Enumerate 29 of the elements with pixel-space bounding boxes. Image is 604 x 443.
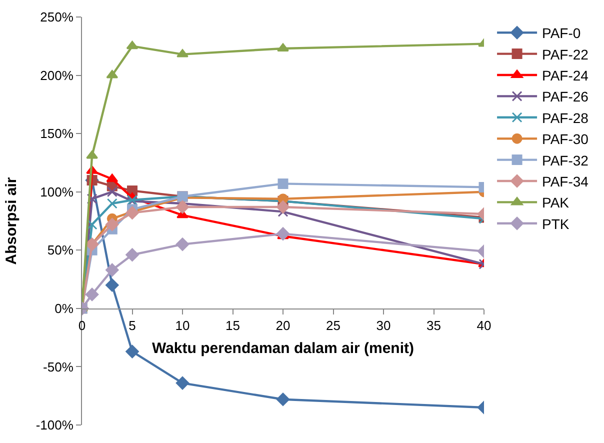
x-tick-label: 40 [476, 318, 492, 334]
y-tick-label: 50% [47, 242, 74, 258]
x-tick-label: 5 [128, 318, 136, 334]
y-axis-title: Absorpsi air [3, 177, 20, 265]
legend-label: PAF-28 [542, 110, 589, 126]
y-tick-label: 0% [54, 300, 74, 316]
y-tick-label: 100% [40, 184, 74, 200]
legend-label: PAF-0 [542, 25, 581, 42]
x-tick-label: 20 [276, 318, 290, 334]
x-axis-title: Waktu perendaman dalam air (menit) [152, 340, 414, 358]
legend-label: PTK [542, 216, 570, 232]
y-tick-label: -50% [43, 359, 74, 374]
legend-label: PAF-26 [542, 88, 589, 105]
legend-label: PAF-30 [542, 131, 589, 148]
legend-label: PAK [542, 194, 570, 211]
y-tick-label: 150% [40, 126, 74, 142]
x-tick-label: 35 [426, 318, 441, 334]
x-tick-label: 15 [226, 318, 240, 334]
legend-label: PAF-22 [542, 46, 589, 62]
y-tick-label: 200% [40, 68, 74, 83]
legend-label: PAF-24 [542, 67, 589, 84]
y-tick-label: -100% [36, 418, 74, 433]
legend-label: PAF-34 [542, 173, 589, 190]
x-tick-label: 30 [376, 318, 391, 334]
y-tick-label: 250% [40, 10, 74, 25]
x-tick-label: 10 [175, 318, 190, 334]
legend-label: PAF-32 [542, 152, 589, 168]
x-tick-label: 25 [326, 318, 340, 334]
x-tick-label: 0 [78, 318, 86, 334]
